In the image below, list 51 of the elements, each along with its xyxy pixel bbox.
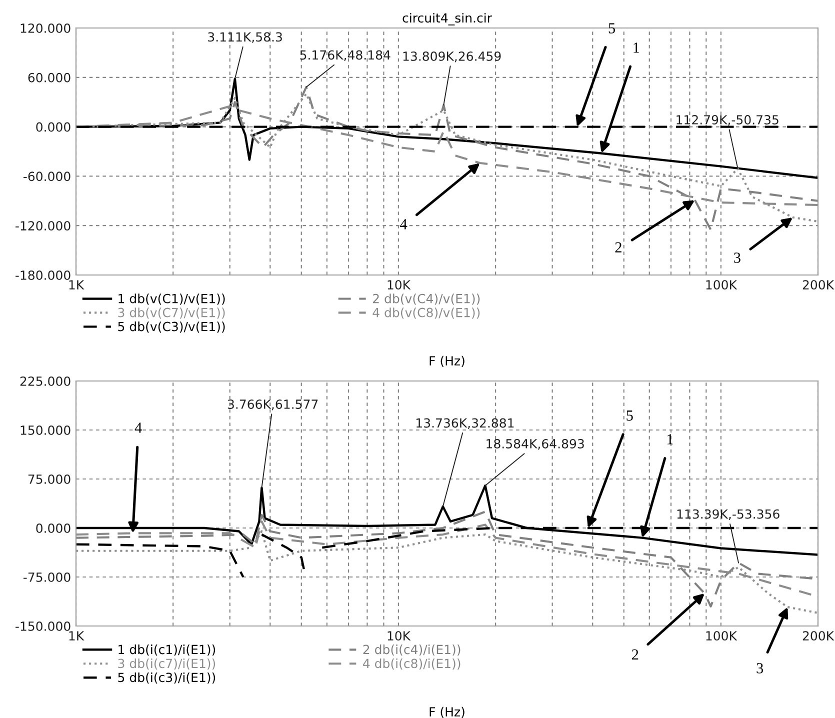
annotation: 3 [734,252,740,263]
chart-title: circuit4_sin.cir [402,12,492,26]
x-tick-label: 1K [69,280,84,290]
legend-label: 3 db(i(c7)/i(E1)) [118,658,216,670]
annotation: 5 [626,410,633,421]
y-tick-label: 60.000 [28,72,70,82]
annotation: 5.176K,48.184 [300,50,390,61]
legend-label: 5 db(i(c3)/i(E1)) [118,672,216,684]
annotation: 5 [608,23,616,34]
x-tick-label: 10K [388,280,411,290]
x-tick-label: 100K [706,280,738,290]
x-tick-label: 200K [802,631,834,641]
annotation: 13.736K,32.881 [416,418,514,429]
y-tick-label: -120.000 [16,221,70,231]
annotation: 4 [134,422,142,433]
y-tick-label: 225.000 [20,376,70,386]
y-tick-label: 120.000 [20,23,70,33]
annotation: 1 [634,42,640,53]
x-axis-title: F (Hz) [430,356,464,367]
legend-label: 1 db(i(c1)/i(E1)) [118,644,216,656]
x-tick-label: 10K [388,631,411,641]
y-tick-label: -180.000 [16,270,70,280]
y-tick-label: -60.000 [24,172,70,182]
annotation: 113.39K,-53.356 [677,509,780,520]
annotation: 18.584K,64.893 [486,439,584,450]
annotation: 2 [632,649,638,660]
legend-label: 1 db(v(C1)/v(E1)) [118,294,225,305]
legend-label: 2 db(v(C4)/v(E1)) [373,294,480,305]
x-axis-title: F (Hz) [430,706,464,718]
annotation: 1 [668,434,673,444]
y-tick-label: -75.000 [24,572,70,582]
annotation: 3.111K,58.3 [208,32,282,43]
legend-label: 4 db(v(C8)/v(E1)) [372,308,480,319]
x-tick-label: 100K [706,631,738,641]
annotation: 2 [615,242,622,252]
y-tick-label: 75.000 [28,474,70,484]
annotation: 3 [756,663,764,674]
annotation: 3.766K,61.577 [228,400,318,410]
y-tick-label: 0.000 [36,523,70,533]
y-tick-label: -150.000 [16,621,70,631]
annotation: 4 [400,219,408,230]
annotation: 112.79K,-50.735 [676,115,778,126]
legend-label: 4 db(i(c8)/i(E1)) [363,658,460,670]
legend-label: 2 db(i(c4)/i(E1)) [363,644,460,656]
annotation: 13.809K,26.459 [403,51,501,62]
y-tick-label: 150.000 [20,425,70,435]
legend-label: 5 db(v(C3)/v(E1)) [118,322,225,333]
legend-label: 3 db(v(C7)/v(E1)) [118,308,225,319]
y-tick-label: 0.000 [36,122,70,132]
x-tick-label: 1K [69,631,84,640]
x-tick-label: 200K [802,280,834,290]
